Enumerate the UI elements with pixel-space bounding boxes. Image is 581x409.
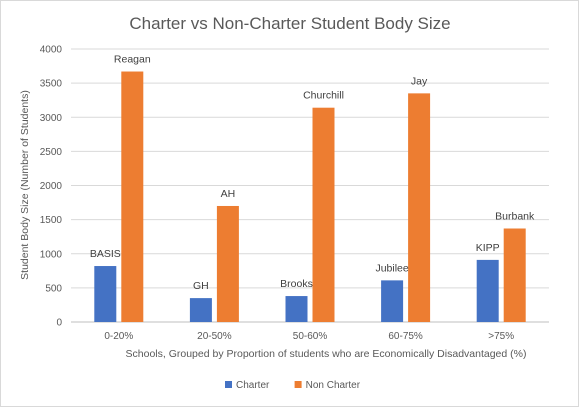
y-tick-label: 4000 <box>40 45 63 56</box>
bar-data-label: Brooks <box>280 278 313 290</box>
bar-data-label: Jay <box>411 75 428 87</box>
y-axis-label: Student Body Size (Number of Students) <box>19 90 31 280</box>
gridlines <box>71 48 549 289</box>
bar-data-label: KIPP <box>476 242 500 254</box>
bar-data-label: Jubilee <box>375 262 408 274</box>
y-tick-label: 0 <box>56 318 62 329</box>
bar-data-label: BASIS <box>90 248 121 260</box>
bar-data-label: AH <box>221 188 236 200</box>
x-tick-label: 0-20% <box>104 331 133 342</box>
axes: 0 500 1000 1500 2000 2500 3000 3500 4000 0-20% 20-… <box>40 45 549 342</box>
bars <box>94 71 526 323</box>
bar-non-charter <box>216 205 239 322</box>
bar-non-charter <box>503 228 526 322</box>
bar-non-charter <box>121 71 144 323</box>
legend-label: Non Charter <box>306 380 361 391</box>
bar-charter <box>94 266 117 322</box>
x-tick-label: >75% <box>488 331 514 342</box>
bar-labels: BASIS Reagan GH AH Brooks Churchill Jubilee Jay… <box>90 54 535 293</box>
y-tick-label: 1000 <box>40 249 63 260</box>
y-tick-label: 3000 <box>40 113 63 124</box>
legend-swatch <box>225 381 232 388</box>
x-tick-label: 60-75% <box>388 331 423 342</box>
bar-charter <box>381 280 404 322</box>
x-axis-label: Schools, Grouped by Proportion of studen… <box>126 348 527 360</box>
y-tick-label: 1500 <box>40 215 63 226</box>
y-tick-label: 500 <box>45 283 62 294</box>
bar-data-label: GH <box>193 280 209 292</box>
chart-title: Charter vs Non-Charter Student Body Size <box>129 14 450 33</box>
legend-label: Charter <box>236 380 270 391</box>
bar-data-label: Churchill <box>303 90 344 102</box>
legend: Charter Non Charter <box>225 380 361 391</box>
bar-non-charter <box>312 107 335 322</box>
bar-data-label: Burbank <box>495 210 535 222</box>
legend-swatch <box>294 381 302 388</box>
y-tick-label: 2000 <box>40 181 63 192</box>
y-tick-label: 2500 <box>40 147 63 158</box>
bar-charter <box>285 296 308 322</box>
bar-non-charter <box>408 93 431 322</box>
bar-charter <box>476 259 499 322</box>
bar-data-label: Reagan <box>114 54 151 66</box>
bar-charter <box>189 298 212 322</box>
x-tick-label: 20-50% <box>197 331 232 342</box>
y-tick-label: 3500 <box>40 79 63 90</box>
x-tick-label: 50-60% <box>293 331 328 342</box>
